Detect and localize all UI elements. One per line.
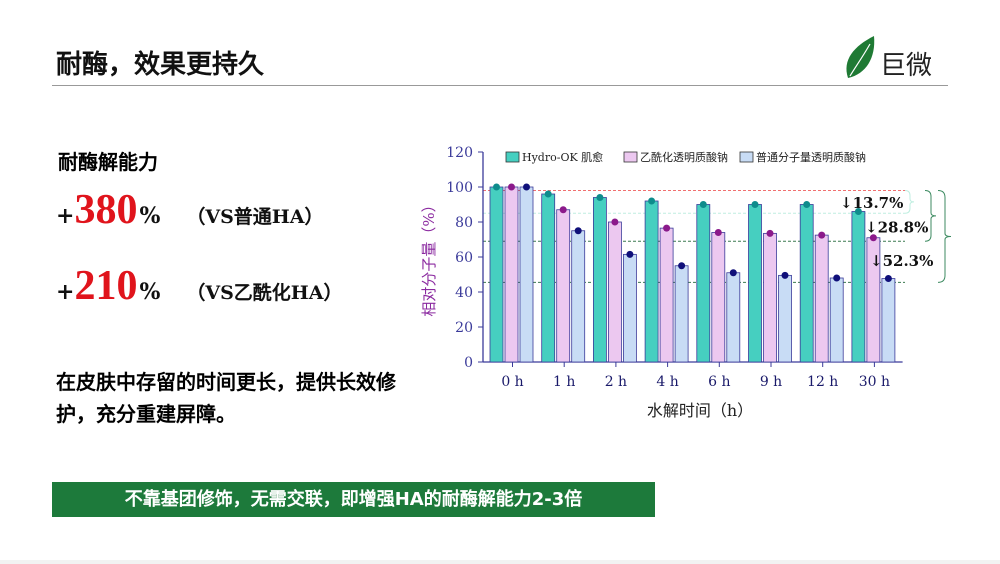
bracket-13-7 xyxy=(904,190,915,214)
bar-0 xyxy=(851,211,866,363)
legend-swatch-1 xyxy=(623,151,638,163)
bar-2 xyxy=(622,253,637,363)
bar-2 xyxy=(674,265,689,363)
bar-1 xyxy=(607,221,622,363)
x-tick-label: 6 h xyxy=(708,374,730,390)
bar-0 xyxy=(541,193,556,363)
bar-0 xyxy=(696,204,711,363)
bar-1 xyxy=(763,232,777,363)
legend-swatch-2 xyxy=(739,151,754,163)
description-text: 在皮肤中存留的时间更长，提供长效修护，充分重建屏障。 xyxy=(56,370,396,426)
stat-plus: + xyxy=(56,279,75,305)
bar-2 xyxy=(519,186,534,363)
enzyme-resistance-heading: 耐酶解能力 xyxy=(58,150,158,174)
stat-comparison: （VS普通HA） xyxy=(186,206,324,228)
data-point-2 xyxy=(781,271,789,279)
data-point-0 xyxy=(854,208,862,215)
y-axis-label: 相对分子量（%） xyxy=(420,197,438,316)
summary-banner: 不靠基团修饰，无需交联，即增强HA的耐酶解能力2-3倍 xyxy=(52,482,655,517)
reduction-annotation: ↓28.8% xyxy=(865,219,928,237)
hydrolysis-bar-chart: 0 20 40 60 80 100 120 0 h 1 h 2 h 4 h 6 h 9 h 12 h 30 … xyxy=(420,145,952,420)
reduction-annotation: ↓52.3% xyxy=(870,252,933,270)
company-logo: 巨微 xyxy=(840,30,940,82)
data-point-0 xyxy=(803,201,811,208)
x-tick-label: 2 h xyxy=(605,374,627,390)
x-tick-label: 4 h xyxy=(656,374,678,390)
stat-plus: + xyxy=(56,203,75,229)
bar-0 xyxy=(644,200,659,363)
x-tick-label: 12 h xyxy=(807,374,838,390)
title-divider xyxy=(52,85,948,86)
data-point-0 xyxy=(544,190,552,198)
reduction-annotation: ↓13.7% xyxy=(840,194,903,212)
data-point-1 xyxy=(818,231,826,239)
y-tick-label: 40 xyxy=(455,285,473,301)
data-point-0 xyxy=(596,194,604,201)
data-point-0 xyxy=(493,183,500,191)
svg-text:巨微: 巨微 xyxy=(880,51,932,81)
bar-1 xyxy=(556,209,571,363)
stat-vs-acetyl-ha: + 210 % （VS乙酰化HA） xyxy=(56,262,343,310)
stat-value: 380 xyxy=(74,187,138,233)
bar-2 xyxy=(726,272,741,363)
x-axis-label: 水解时间（h） xyxy=(647,401,753,420)
y-tick-label: 120 xyxy=(446,145,473,161)
y-tick-label: 100 xyxy=(446,180,473,196)
bar-2 xyxy=(829,277,844,363)
footer-strip xyxy=(0,560,1000,564)
bar-2 xyxy=(571,230,586,363)
bar-0 xyxy=(748,204,762,363)
stat-unit: % xyxy=(139,203,161,229)
bar-0 xyxy=(489,186,504,363)
data-point-0 xyxy=(751,201,759,208)
data-point-1 xyxy=(559,206,567,214)
data-point-1 xyxy=(869,234,877,242)
bar-1 xyxy=(814,234,829,363)
legend-label-2: 普通分子量透明质酸钠 xyxy=(756,150,866,164)
x-tick-label: 9 h xyxy=(760,374,782,390)
bar-1 xyxy=(711,232,726,363)
data-point-0 xyxy=(699,201,707,208)
y-tick-label: 80 xyxy=(455,215,473,231)
bracket-52-3 xyxy=(937,190,952,283)
x-tick-label: 1 h xyxy=(553,374,575,390)
data-point-2 xyxy=(729,269,737,277)
data-point-2 xyxy=(523,183,530,191)
page-title: 耐酶，效果更持久 xyxy=(56,50,265,80)
data-point-2 xyxy=(626,250,634,258)
data-point-2 xyxy=(884,275,892,283)
data-point-1 xyxy=(508,183,515,191)
bar-0 xyxy=(592,197,607,363)
data-point-0 xyxy=(648,197,656,205)
legend-label-0: Hydro-OK 肌愈 xyxy=(522,150,603,164)
x-tick-label: 0 h xyxy=(501,374,523,390)
x-tick-label: 30 h xyxy=(859,374,890,390)
data-point-2 xyxy=(678,262,686,270)
stat-unit: % xyxy=(139,279,161,305)
data-point-1 xyxy=(714,229,722,236)
bar-0 xyxy=(799,204,814,363)
bar-1 xyxy=(504,186,519,363)
data-point-2 xyxy=(574,227,582,235)
stat-comparison: （VS乙酰化HA） xyxy=(186,282,343,304)
y-tick-label: 60 xyxy=(455,250,473,266)
bar-2 xyxy=(778,274,792,363)
y-tick-label: 20 xyxy=(455,320,473,336)
stat-value: 210 xyxy=(74,263,138,309)
stat-vs-normal-ha: + 380 % （VS普通HA） xyxy=(56,186,324,234)
bracket-28-8 xyxy=(924,190,937,242)
legend-swatch-0 xyxy=(505,151,520,163)
y-tick-label: 0 xyxy=(464,355,473,371)
legend-label-1: 乙酰化透明质酸钠 xyxy=(640,150,728,164)
bar-1 xyxy=(659,227,674,363)
data-point-2 xyxy=(833,274,841,282)
data-point-1 xyxy=(663,224,671,232)
data-point-1 xyxy=(766,229,774,237)
bar-2 xyxy=(881,278,896,363)
data-point-1 xyxy=(611,218,619,226)
